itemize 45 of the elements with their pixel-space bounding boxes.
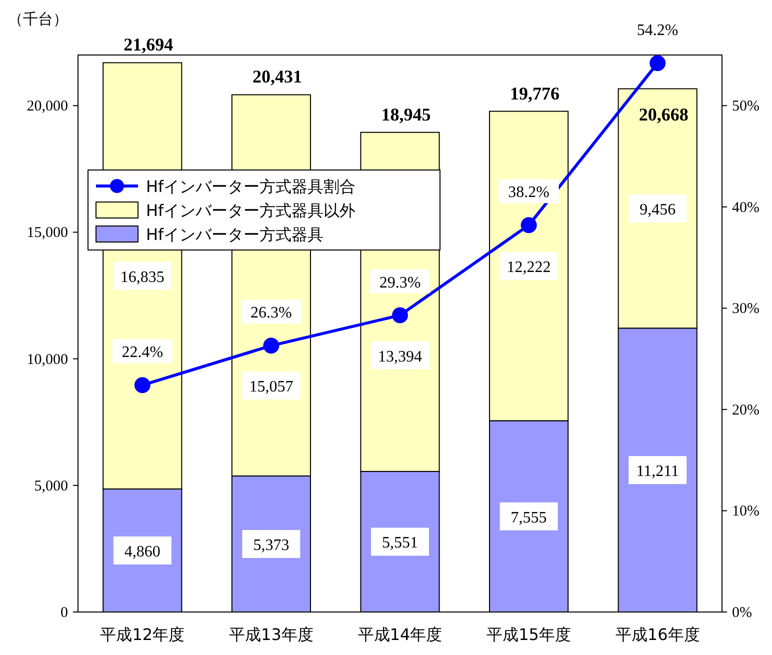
- data-label: 5,373: [253, 536, 290, 554]
- data-label: 16,835: [120, 268, 164, 286]
- point: [392, 307, 408, 324]
- total-label: 18,945: [381, 104, 431, 124]
- data-label: 12,222: [506, 259, 551, 276]
- legend-label: Hfインバーター方式器具以外: [146, 201, 356, 220]
- data-label: 22.4%: [122, 344, 164, 362]
- x-tick-label: 平成14年度: [358, 625, 442, 644]
- x-tick-label: 平成13年度: [229, 625, 314, 644]
- point: [520, 217, 537, 234]
- data-label: 7,555: [510, 509, 547, 526]
- y2-tick-label: 0%: [732, 605, 752, 621]
- x-tick-label: 平成16年度: [615, 625, 700, 644]
- point: [650, 55, 666, 72]
- data-label: 9,456: [640, 201, 676, 218]
- point: [263, 338, 280, 354]
- y2-tick-label: 30%: [732, 301, 760, 318]
- y2-tick-label: 10%: [732, 504, 760, 520]
- legend-label: Hfインバーター方式器具: [146, 225, 324, 244]
- total-label: 20,431: [252, 66, 302, 87]
- y-axis-title: （千台）: [8, 10, 68, 28]
- y2-tick-label: 40%: [732, 200, 760, 216]
- y2-tick-label: 20%: [732, 402, 760, 418]
- x-tick-label: 平成12年度: [100, 625, 185, 644]
- data-label: 13,394: [378, 348, 422, 366]
- data-label: 15,057: [249, 378, 294, 396]
- y-tick-label: 0: [60, 605, 68, 621]
- y-tick-label: 10,000: [26, 352, 68, 368]
- data-label: 26.3%: [250, 304, 292, 322]
- point: [134, 377, 150, 394]
- data-label: 4,860: [124, 543, 160, 560]
- x-tick-label: 平成15年度: [486, 625, 571, 644]
- total-label: 19,776: [510, 83, 560, 104]
- y-tick-label: 5,000: [34, 478, 68, 494]
- data-label: 54.2%: [636, 22, 678, 40]
- data-label: 5,551: [382, 534, 418, 552]
- y-tick-label: 20,000: [26, 98, 68, 115]
- legend-label: Hfインバーター方式器具割合: [146, 177, 356, 196]
- data-label: 11,211: [636, 463, 680, 480]
- data-label: 38.2%: [508, 184, 550, 202]
- total-label: 20,668: [638, 104, 688, 125]
- total-label: 21,694: [124, 34, 174, 55]
- y-tick-label: 15,000: [26, 225, 68, 242]
- y2-tick-label: 50%: [732, 98, 760, 115]
- data-label: 29.3%: [379, 274, 421, 292]
